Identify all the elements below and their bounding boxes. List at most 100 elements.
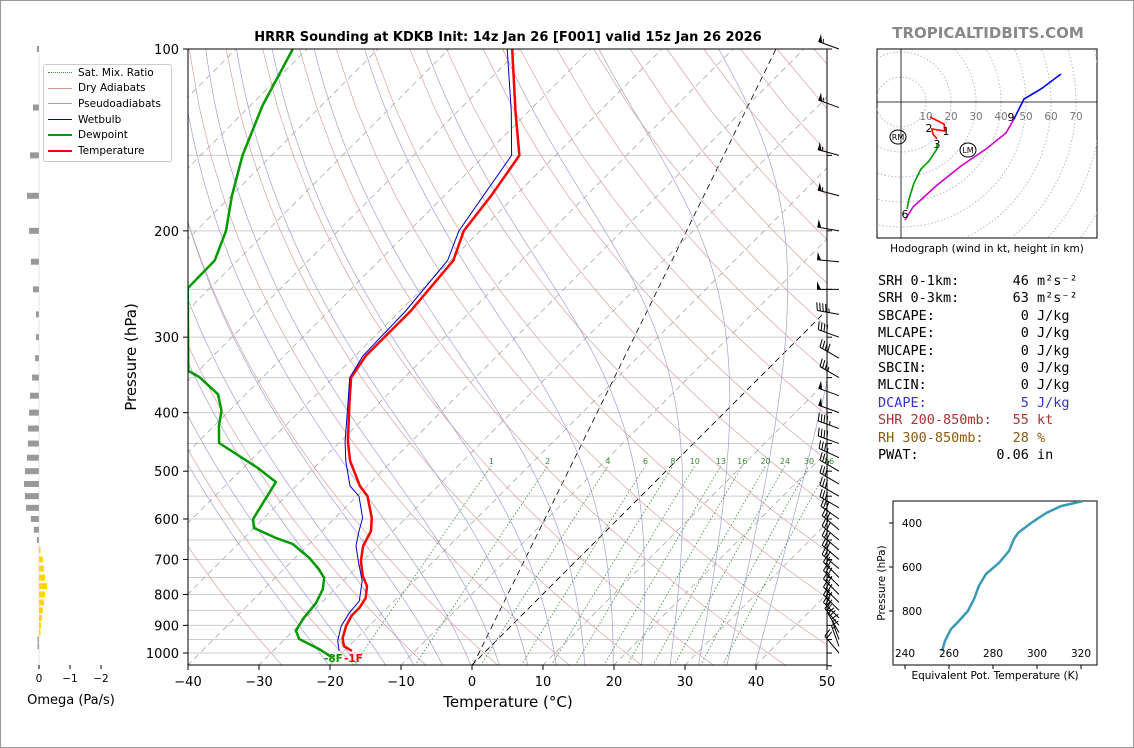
- barb-full: [823, 554, 829, 563]
- barb-full: [817, 321, 820, 330]
- stat-row: SHR 200-850mb: 55 kt: [878, 412, 1093, 429]
- mixing-ratio-label: 16: [737, 457, 747, 466]
- omega-bar: [29, 409, 39, 416]
- dry-adiabat: [593, 49, 827, 328]
- wind-barb: [817, 427, 840, 445]
- profiles: [188, 49, 521, 659]
- legend-item: Dry Adiabats: [44, 81, 171, 97]
- barb-full: [821, 546, 827, 555]
- moist-adiabat: [271, 49, 557, 665]
- barb-full: [819, 488, 823, 497]
- dry-adiabat: [188, 343, 427, 665]
- series-dewpoint: [188, 49, 334, 659]
- stat-value: 5 J/kg: [1020, 394, 1070, 411]
- barb-full: [825, 303, 827, 313]
- moist-adiabat: [188, 110, 472, 665]
- stat-label: MLCIN:: [878, 377, 927, 394]
- dry-adiabat: [519, 49, 827, 416]
- stat-label: PWAT:: [878, 446, 919, 463]
- barb-full: [826, 522, 831, 530]
- stat-row: SRH 0-1km: 46 m²s⁻²: [878, 273, 1093, 290]
- moist-adiabat: [236, 49, 529, 665]
- stat-label: SBCIN:: [878, 359, 927, 376]
- mixing-ratio-label: 4: [606, 457, 611, 466]
- barb-flag: [817, 219, 822, 228]
- barb-full: [824, 491, 828, 500]
- mixing-ratio-line: [353, 465, 492, 665]
- omega-bar: [36, 334, 39, 341]
- barb-full: [824, 480, 828, 489]
- barb-full: [824, 361, 828, 370]
- omega-bar: [36, 46, 39, 52]
- storm-motion-label: RM: [892, 133, 905, 142]
- barb-full: [825, 565, 831, 573]
- barb-full: [826, 550, 831, 559]
- x-tick-label: −20: [316, 675, 343, 690]
- legend-label: Dry Adiabats: [78, 82, 146, 95]
- barb-full: [826, 415, 829, 425]
- wind-barb: [821, 518, 840, 541]
- hodograph-ring-label: 10: [919, 111, 932, 123]
- omega-bar: [30, 258, 39, 265]
- hodograph-height-label: 2: [926, 122, 933, 135]
- barb-flag: [817, 141, 822, 151]
- barb-staff: [819, 366, 840, 379]
- stat-label: SHR 200-850mb:: [878, 412, 992, 429]
- barb-full: [822, 360, 826, 369]
- mixing-ratio-label: 36: [824, 457, 834, 466]
- legend-label: Wetbulb: [78, 113, 122, 126]
- x-tick-label: −40: [174, 675, 201, 690]
- barb-full: [831, 620, 839, 627]
- moist-adiabat: [188, 463, 330, 665]
- barb-full: [826, 324, 829, 333]
- omega-bar: [30, 516, 39, 523]
- omega-bar: [27, 425, 39, 432]
- y-tick-label: 100: [154, 43, 179, 58]
- barb-half: [826, 448, 829, 453]
- barb-full: [823, 595, 829, 603]
- mixing-ratio-line: [480, 465, 609, 665]
- wind-barb: [819, 488, 840, 509]
- barb-staff: [817, 310, 840, 315]
- wind-barb: [819, 339, 840, 359]
- barb-flag: [817, 251, 822, 261]
- wind-barb: [823, 563, 840, 587]
- barb-full: [825, 573, 831, 582]
- x-tick-label: 40: [748, 675, 765, 690]
- x-tick-label: 20: [606, 675, 623, 690]
- omega-bar: [35, 355, 39, 362]
- hodograph-content: 10 20 30 40 50 60 70 123 6 9 RM LM: [877, 49, 1097, 238]
- hodograph-segment: [1013, 73, 1062, 120]
- stat-row: DCAPE: 5 J/kg: [878, 395, 1093, 412]
- y-tick-label: 500: [154, 465, 179, 480]
- omega-bar: [27, 440, 39, 447]
- reference-line: [472, 49, 777, 665]
- hodograph-ring-label: 20: [944, 111, 957, 123]
- stat-row: MLCIN: 0 J/kg: [878, 377, 1093, 394]
- mixing-ratio-line: [574, 465, 696, 665]
- omega-bar: [30, 152, 39, 159]
- wind-barb: [819, 477, 840, 497]
- barb-staff: [817, 259, 840, 263]
- stat-row: MLCAPE: 0 J/kg: [878, 325, 1093, 342]
- wind-barb: [819, 452, 840, 472]
- hodograph-ring-label: 50: [1019, 111, 1032, 123]
- moist-adiabat: [718, 49, 788, 665]
- isotherm: [188, 49, 734, 595]
- dry-adiabat: [556, 49, 827, 372]
- barb-staff: [823, 578, 840, 595]
- barb-staff: [818, 329, 840, 338]
- barb-half: [827, 367, 830, 372]
- omega-bar: [27, 192, 39, 199]
- barb-full: [826, 603, 833, 612]
- y-tick-label: 700: [154, 553, 179, 568]
- barb-flag: [818, 33, 823, 43]
- x-tick-label: 50: [819, 675, 836, 690]
- omega-tick-label: −1: [62, 673, 77, 685]
- omega-tick-label: −2: [93, 673, 108, 685]
- barb-staff: [818, 420, 840, 430]
- legend-item: Sat. Mix. Ratio: [44, 65, 171, 81]
- barb-full: [822, 303, 824, 312]
- barb-full: [831, 613, 839, 620]
